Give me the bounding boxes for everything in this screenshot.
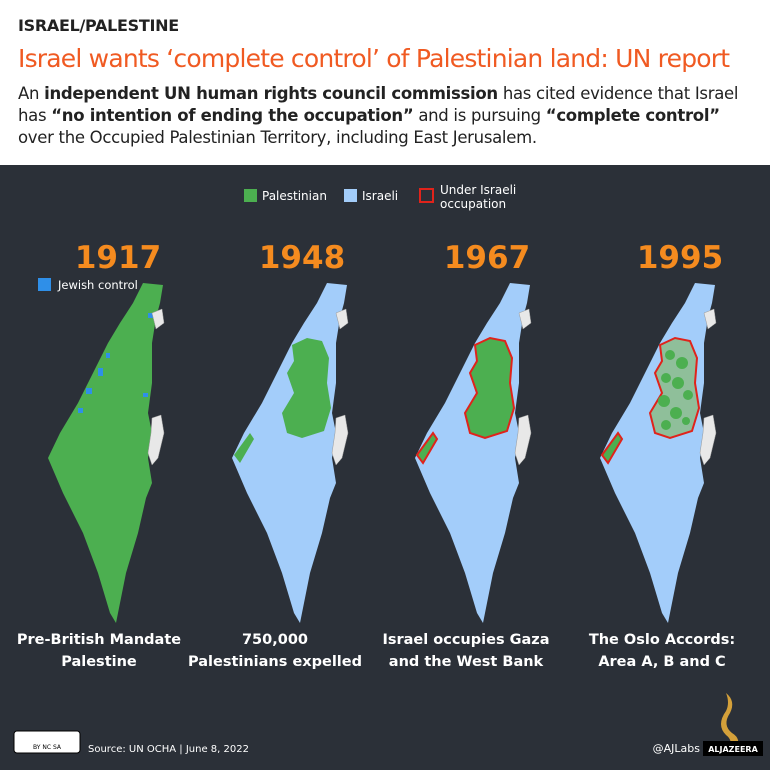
year: 1917 <box>75 240 161 276</box>
caption: Palestinians expelled <box>188 654 362 670</box>
subtitle: An independent UN human rights council c… <box>18 83 753 149</box>
caption: Area A, B and C <box>598 654 725 670</box>
legend-label: Israeli <box>362 189 398 203</box>
map <box>232 283 349 623</box>
map <box>600 283 717 623</box>
brand-box <box>703 741 763 756</box>
legend-swatch <box>419 188 434 203</box>
subtitle-text: An <box>18 84 45 103</box>
license: BY NC SA <box>33 744 62 751</box>
note: Jewish control <box>57 278 138 292</box>
kicker: ISRAEL/PALESTINE <box>18 16 179 35</box>
map <box>415 283 532 623</box>
title: Israel wants ‘complete control’ of Pales… <box>18 44 730 73</box>
maps: Palestinian Israeli Under Israeli occupa… <box>13 183 763 756</box>
subtitle-text: and is pursuing <box>413 106 546 125</box>
legend-label: Palestinian <box>262 189 327 203</box>
header: ISRAEL/PALESTINE Israel wants ‘complete … <box>0 0 770 165</box>
year: 1967 <box>444 240 530 276</box>
caption: Israel occupies Gaza <box>382 632 549 648</box>
subtitle-text: has cited evidence that Israel has <box>18 84 739 125</box>
note-swatch <box>38 278 51 291</box>
subtitle-bold: “complete control” <box>545 106 720 125</box>
map <box>48 283 165 623</box>
year: 1948 <box>259 240 345 276</box>
caption: Pre-British Mandate <box>17 632 181 648</box>
caption: Palestine <box>61 654 137 670</box>
subtitle-bold: “no intention of ending the occupation” <box>51 106 414 125</box>
source: Source: UN OCHA | June 8, 2022 <box>88 744 249 755</box>
legend-swatch <box>344 189 357 202</box>
subtitle-text: over the Occupied Palestinian Territory,… <box>18 128 537 147</box>
credit: @AJLabs <box>653 742 701 755</box>
legend-swatch <box>244 189 257 202</box>
brand: ALJAZEERA <box>708 745 758 754</box>
caption: The Oslo Accords: <box>589 632 735 648</box>
caption: 750,000 <box>242 632 308 648</box>
legend-wrap: Under Israeli occupation <box>440 183 517 211</box>
logo-mark <box>721 693 739 749</box>
subtitle-bold: independent UN human rights council comm… <box>44 84 498 103</box>
year: 1995 <box>637 240 723 276</box>
caption: and the West Bank <box>389 654 544 670</box>
legend-label: Under Israeli occupation <box>440 183 517 211</box>
license-badge <box>13 730 81 754</box>
